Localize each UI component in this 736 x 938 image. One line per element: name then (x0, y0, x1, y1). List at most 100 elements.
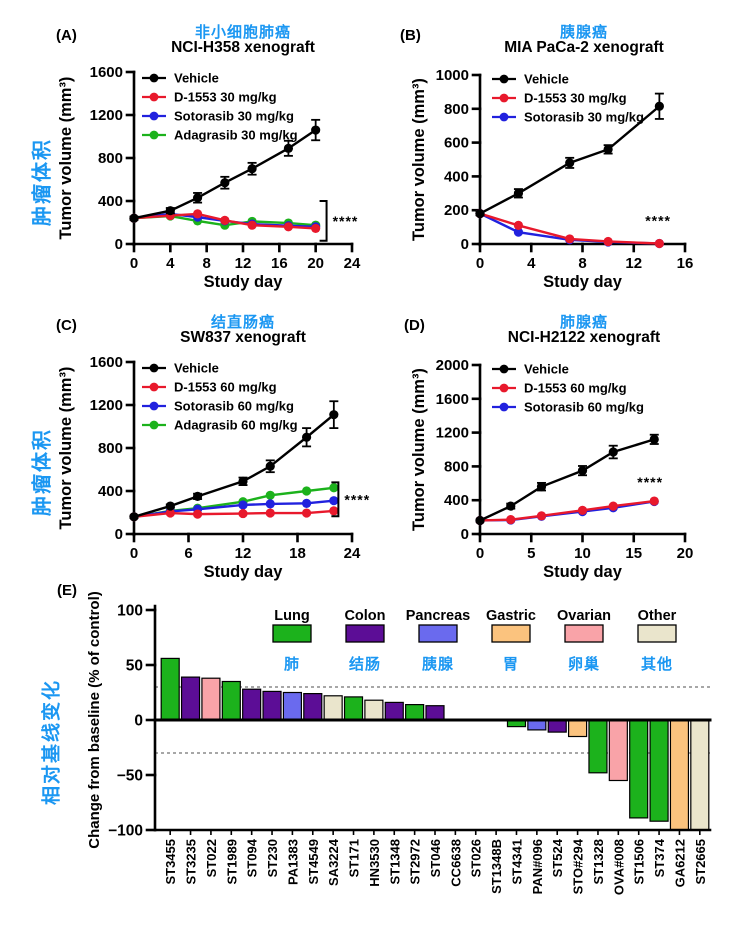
y-axis-label: Change from baseline (% of control) (86, 591, 103, 849)
svg-text:800: 800 (98, 150, 123, 167)
x-axis-label: Study day (204, 563, 284, 581)
svg-text:****: **** (645, 212, 671, 228)
bar-OVA#008 (608, 719, 628, 782)
svg-text:12: 12 (235, 255, 252, 272)
panel-d: (D) 肺腺癌 NCI-H2122 xenograft 0 400 800 1200 1… (368, 290, 736, 581)
svg-text:D-1553 60 mg/kg: D-1553 60 mg/kg (524, 381, 627, 396)
svg-text:200: 200 (444, 202, 469, 219)
panel-b-title-zh: 胰腺癌 (559, 24, 608, 41)
x-axis-label: Study day (543, 273, 623, 291)
svg-text:PA1383: PA1383 (285, 839, 300, 885)
svg-text:400: 400 (98, 193, 123, 210)
panel-b-letter: (B) (400, 27, 421, 44)
svg-text:0: 0 (130, 255, 138, 272)
svg-text:胃: 胃 (503, 656, 519, 673)
svg-text:D-1553 30 mg/kg: D-1553 30 mg/kg (524, 91, 627, 106)
bar-ST230 (262, 690, 282, 721)
svg-text:50: 50 (126, 658, 143, 675)
svg-text:Vehicle: Vehicle (174, 71, 219, 86)
bar-SA3224 (323, 695, 343, 721)
svg-text:Other: Other (638, 608, 677, 624)
legend: Vehicle D-1553 60 mg/kg Sotorasib 60 mg/kg… (142, 361, 298, 433)
waterfall-bars (160, 657, 710, 831)
line-chart-sw837: 0 400 800 1200 1600 0 6 12 18 24 Study day Tumor vo… (57, 354, 369, 581)
svg-text:Vehicle: Vehicle (524, 362, 569, 377)
bar-ST094 (242, 688, 262, 721)
panel-c-title-zh: 结直肠癌 (210, 314, 275, 331)
svg-text:Colon: Colon (344, 608, 385, 624)
legend-swatch-ovarian (564, 624, 604, 643)
svg-text:STO#294: STO#294 (571, 838, 586, 894)
svg-text:其他: 其他 (641, 655, 673, 673)
bar-ST1989 (221, 680, 241, 721)
series-vehicle (475, 92, 664, 219)
significance-marker: **** (637, 474, 663, 490)
svg-text:胰腺: 胰腺 (422, 655, 454, 673)
bar-ST524 (547, 719, 567, 733)
svg-text:****: **** (637, 474, 663, 490)
panel-d-letter: (D) (404, 317, 425, 334)
svg-text:600: 600 (444, 135, 469, 152)
significance-marker: **** (331, 481, 369, 518)
axes (125, 360, 354, 543)
svg-text:D-1553 30 mg/kg: D-1553 30 mg/kg (174, 90, 277, 105)
svg-text:ST3235: ST3235 (184, 839, 199, 885)
bar-ST3235 (180, 676, 201, 721)
svg-text:肺: 肺 (284, 655, 300, 673)
bar-GA6212 (669, 719, 690, 831)
svg-text:ST1348: ST1348 (387, 839, 402, 885)
legend-swatch-colon (345, 624, 385, 643)
legend: Vehicle D-1553 60 mg/kg Sotorasib 60 mg/kg (492, 362, 644, 415)
significance-marker: **** (319, 200, 357, 242)
x-axis-label: Study day (543, 563, 623, 581)
svg-text:ST2665: ST2665 (693, 839, 708, 885)
series-vehicle (129, 400, 339, 522)
svg-text:24: 24 (344, 255, 361, 272)
svg-text:15: 15 (625, 545, 642, 562)
svg-text:0: 0 (115, 526, 123, 543)
bar-ST1328 (588, 719, 608, 774)
tick-labels: 0 400 800 1200 1600 0 4 8 12 16 20 24 (90, 64, 361, 272)
svg-text:100: 100 (117, 603, 143, 620)
svg-text:800: 800 (444, 101, 469, 118)
svg-text:400: 400 (444, 492, 469, 509)
svg-text:1200: 1200 (90, 107, 123, 124)
svg-text:D-1553 60 mg/kg: D-1553 60 mg/kg (174, 380, 277, 395)
bar-ST1506 (629, 719, 649, 819)
svg-text:CC6638: CC6638 (448, 839, 463, 887)
panel-c-letter: (C) (56, 317, 77, 334)
svg-text:400: 400 (98, 483, 123, 500)
bar-ST046 (425, 705, 445, 721)
bar-STO#294 (567, 719, 588, 738)
category-legend: Lung 肺 Colon 结肠 Pancreas 胰腺 Gastric 胃 Ovarian 卵巢 O… (272, 608, 677, 673)
line-chart-nci-h2122: 0 400 800 1200 1600 2000 0 5 10 15 20 Study day Tumo… (410, 357, 693, 581)
svg-text:16: 16 (677, 255, 694, 272)
svg-text:ST230: ST230 (265, 839, 280, 877)
svg-text:Ovarian: Ovarian (557, 608, 611, 624)
bar-PA1383 (282, 691, 303, 721)
svg-text:Sotorasib 60 mg/kg: Sotorasib 60 mg/kg (174, 399, 294, 414)
panel-e-letter: (E) (57, 582, 77, 599)
svg-text:ST4549: ST4549 (306, 839, 321, 885)
bar-HN3530 (364, 699, 384, 721)
bar-ST2665 (690, 719, 710, 831)
panel-d-title-en: NCI-H2122 xenograft (507, 329, 661, 346)
panel-c-title-en: SW837 xenograft (180, 329, 306, 346)
svg-text:−50: −50 (117, 768, 143, 785)
series-vehicle (129, 118, 321, 223)
svg-text:HN3530: HN3530 (367, 839, 382, 887)
svg-text:ST374: ST374 (652, 838, 667, 877)
bar-ST2972 (405, 703, 425, 721)
svg-text:ST171: ST171 (347, 839, 362, 877)
svg-text:10: 10 (574, 545, 591, 562)
legend: Vehicle D-1553 30 mg/kg Sotorasib 30 mg/kg… (142, 71, 298, 143)
svg-text:4: 4 (527, 255, 536, 272)
y-tick-labels: 100 50 0 −50 −100 (108, 603, 143, 840)
panel-b-title-en: MIA PaCa-2 xenograft (504, 39, 664, 56)
svg-text:1600: 1600 (90, 354, 123, 371)
svg-text:5: 5 (527, 545, 535, 562)
svg-text:0: 0 (134, 713, 143, 730)
svg-text:Sotorasib 30 mg/kg: Sotorasib 30 mg/kg (174, 109, 294, 124)
y-axis-label: Tumor volume (mm³) (57, 367, 75, 530)
legend-swatch-other (637, 624, 677, 643)
